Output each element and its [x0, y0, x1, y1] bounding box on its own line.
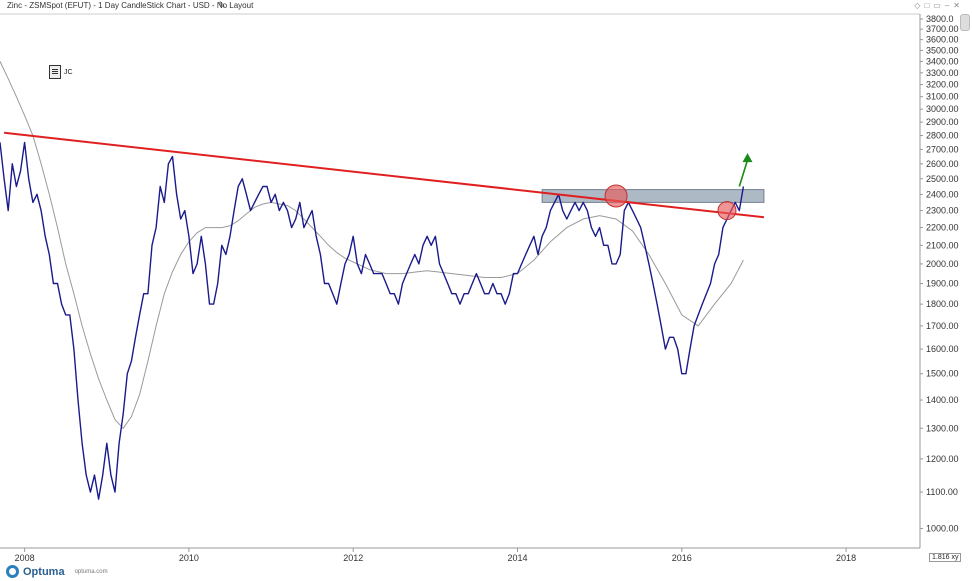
y-tick-label: 1500.00	[926, 369, 959, 379]
square-icon[interactable]: □	[924, 1, 934, 10]
y-tick-label: 3300.00	[926, 68, 959, 78]
y-tick-label: 1200.00	[926, 454, 959, 464]
y-tick-label: 2600.00	[926, 159, 959, 169]
price-readout: 1.816 xy	[929, 553, 962, 562]
y-tick-label: 3700.00	[926, 24, 959, 34]
pencil-icon[interactable]: ✎	[218, 0, 226, 10]
y-tick-label: 2900.00	[926, 117, 959, 127]
y-tick-label: 2200.00	[926, 223, 959, 233]
arrow-shaft	[738, 159, 749, 187]
moving-average-line	[0, 61, 744, 430]
trendline-layer	[3, 131, 765, 219]
y-tick-label: 1400.00	[926, 395, 959, 405]
document-icon	[49, 65, 61, 79]
price-series-layer	[0, 141, 745, 500]
square-icon[interactable]: ▭	[933, 1, 945, 10]
y-axis: 1000.00 1100.00 1200.00 1300.00 1400.00 1500.…	[920, 14, 959, 533]
x-tick-label: 2016	[672, 553, 692, 563]
diamond-icon[interactable]: ◇	[914, 1, 925, 10]
highlight-circle	[717, 201, 737, 221]
chart-header: Zinc - ZSMSpot (EFUT) - 1 Day CandleStic…	[0, 0, 972, 14]
x-tick-label: 2018	[836, 553, 856, 563]
y-tick-label: 2800.00	[926, 131, 959, 141]
arrow-head	[742, 153, 753, 163]
arrow-layer	[738, 153, 753, 187]
y-tick-label: 1100.00	[926, 487, 958, 497]
y-tick-label: 1700.00	[926, 321, 959, 331]
brand-url: optuma.com	[74, 568, 108, 575]
footer: Optuma optuma.com	[0, 563, 972, 581]
optuma-logo: Optuma optuma.com	[6, 565, 108, 578]
x-tick-label: 2014	[507, 553, 527, 563]
y-tick-label: 1900.00	[926, 278, 959, 288]
y-tick-label: 3600.00	[926, 35, 959, 45]
y-tick-label: 2000.00	[926, 259, 959, 269]
close-icon[interactable]: ✕	[953, 1, 964, 10]
y-tick-label: 2700.00	[926, 144, 959, 154]
x-axis: 2008 2010 2012 2014 2016 2018	[15, 548, 856, 563]
badge-label: JC	[64, 68, 73, 76]
y-tick-label: 3500.00	[926, 45, 959, 55]
price-line	[0, 141, 745, 500]
highlight-circle	[604, 184, 628, 208]
y-tick-label: 2500.00	[926, 174, 959, 184]
x-tick-label: 2012	[343, 553, 363, 563]
y-tick-label: 1300.00	[926, 423, 959, 433]
y-tick-label: 2300.00	[926, 206, 959, 216]
y-tick-label: 3100.00	[926, 92, 959, 102]
chart-title: Zinc - ZSMSpot (EFUT) - 1 Day CandleStic…	[7, 1, 254, 10]
y-tick-label: 1800.00	[926, 299, 959, 309]
axis-scroll-handle[interactable]	[960, 14, 970, 31]
highlight-circle-layer	[604, 184, 737, 221]
y-tick-label: 1000.00	[926, 523, 959, 533]
window-controls[interactable]: ◇□▭–✕	[914, 1, 964, 10]
brand-name: Optuma	[23, 565, 65, 578]
annotation-badge[interactable]: JC	[49, 65, 73, 79]
trendline	[3, 131, 765, 219]
y-tick-label: 3200.00	[926, 80, 959, 90]
y-tick-label: 3800.0	[926, 14, 954, 24]
x-tick-label: 2010	[179, 553, 199, 563]
y-tick-label: 2100.00	[926, 240, 959, 250]
y-tick-label: 3000.00	[926, 104, 959, 114]
y-tick-label: 3400.00	[926, 56, 959, 66]
y-tick-label: 2400.00	[926, 189, 959, 199]
moving-average-layer	[0, 61, 744, 430]
y-tick-label: 1600.00	[926, 344, 959, 354]
optuma-logo-icon	[6, 565, 19, 578]
x-tick-label: 2008	[15, 553, 35, 563]
minimize-icon[interactable]: –	[944, 1, 954, 10]
